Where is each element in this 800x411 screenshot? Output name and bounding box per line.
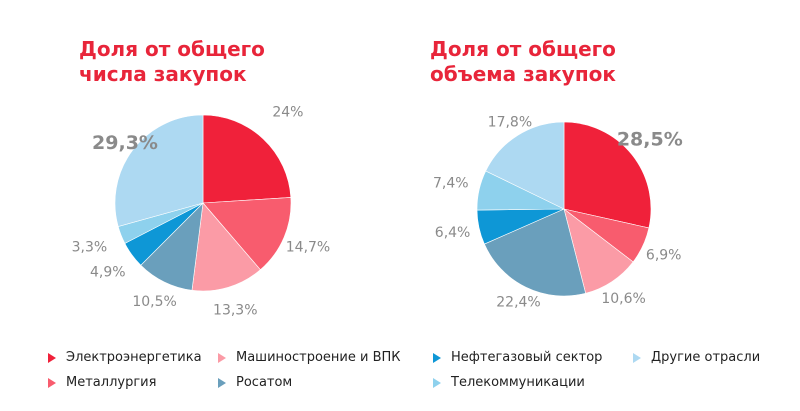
- pie-slice: [485, 121, 565, 210]
- pie-slice: [563, 121, 652, 229]
- slice-label: 22,4%: [496, 295, 540, 311]
- slice-label: 3,3%: [72, 240, 108, 256]
- chart-title-volume-line1: Доля от общего: [430, 37, 616, 61]
- pie-slice: [202, 197, 292, 271]
- slice-label: 28,5%: [617, 129, 683, 151]
- slice-label: 10,6%: [601, 291, 645, 307]
- chart-title-volume: Доля от общего объема закупок: [430, 37, 616, 87]
- slice-label: 17,8%: [488, 115, 532, 131]
- slice-label: 24%: [272, 105, 303, 121]
- slice-label: 6,4%: [435, 225, 471, 241]
- pie-chart-volume: 28,5% 6,9% 10,6% 22,4% 6,4% 7,4% 17,8%: [433, 115, 683, 311]
- pie-slice: [191, 202, 261, 292]
- slice-label: 13,3%: [213, 302, 257, 318]
- slice-label: 14,7%: [286, 239, 330, 255]
- chart-title-count-line1: Доля от общего: [79, 37, 265, 61]
- slice-label: 29,3%: [92, 132, 158, 154]
- pie-chart-count: 24% 14,7% 13,3% 10,5% 4,9% 3,3% 29,3%: [72, 105, 331, 319]
- slice-label: 6,9%: [646, 248, 682, 264]
- chart-title-count-line2: числа закупок: [79, 62, 247, 86]
- chart-title-count: Доля от общего числа закупок: [79, 37, 265, 87]
- slice-label: 10,5%: [132, 294, 176, 310]
- slice-label: 4,9%: [90, 265, 126, 281]
- pie-slice: [114, 114, 204, 227]
- pie-slice: [483, 208, 587, 297]
- slice-label: 7,4%: [433, 176, 469, 192]
- pie-slice: [202, 114, 292, 204]
- chart-title-volume-line2: объема закупок: [430, 62, 616, 86]
